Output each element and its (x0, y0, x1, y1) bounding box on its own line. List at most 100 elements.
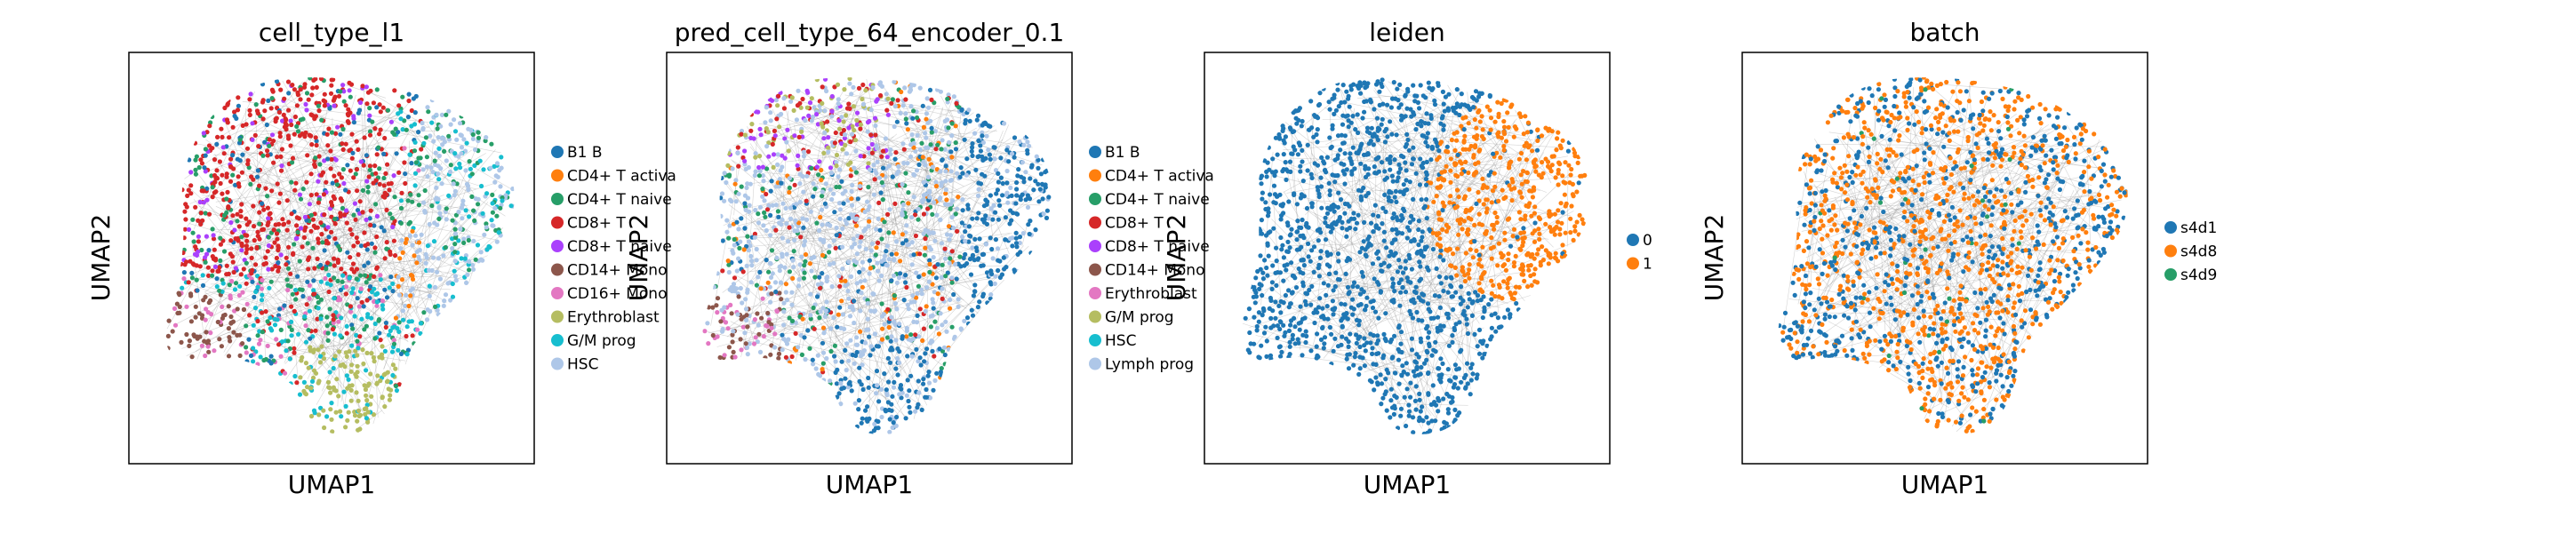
cell-point (448, 122, 453, 127)
graph-edge (367, 132, 468, 233)
cell-point (783, 282, 788, 287)
cell-point (205, 265, 211, 270)
cell-point (396, 320, 402, 325)
cell-point (372, 286, 377, 291)
cell-point (377, 330, 382, 336)
cell-point (199, 247, 204, 253)
legend-label: Erythroblast (567, 309, 660, 327)
cell-point (237, 353, 243, 358)
cell-point (1468, 392, 1473, 397)
cell-point (218, 242, 223, 247)
cell-point (865, 300, 870, 306)
cell-point (889, 278, 894, 283)
cell-point (769, 179, 774, 184)
cell-point (363, 273, 368, 278)
cell-point (928, 142, 933, 147)
cell-point (383, 320, 388, 326)
cell-point (377, 102, 382, 107)
cell-point (250, 137, 255, 142)
cell-point (347, 88, 352, 93)
cell-point (764, 144, 770, 149)
cell-point (231, 269, 236, 275)
cell-point (399, 190, 404, 195)
cell-point (881, 312, 886, 317)
cell-point (365, 184, 371, 190)
cell-point (433, 150, 438, 155)
graph-edge (764, 99, 904, 131)
cell-point (350, 261, 356, 266)
cell-point (239, 170, 244, 175)
cell-point (726, 150, 732, 156)
graph-edge (733, 98, 883, 147)
cell-point (847, 81, 852, 86)
cell-point (227, 135, 232, 140)
cell-point (1043, 170, 1048, 175)
cell-point (236, 292, 242, 298)
cell-point (179, 261, 184, 266)
cell-point (864, 327, 869, 332)
graph-edge (844, 294, 924, 314)
cell-point (754, 282, 759, 288)
cell-point (996, 217, 1001, 222)
cell-point (383, 171, 388, 176)
cell-point (828, 187, 833, 192)
cell-point (989, 246, 995, 252)
cell-point (914, 270, 919, 275)
cell-point (344, 284, 349, 290)
cell-point (448, 163, 453, 168)
cell-point (1264, 265, 1269, 271)
graph-edge (795, 291, 881, 379)
cell-point (946, 346, 951, 352)
cell-point (354, 276, 359, 282)
cell-point (344, 330, 349, 336)
cell-point (308, 386, 314, 391)
graph-edge (377, 320, 401, 362)
cell-point (831, 315, 836, 321)
graph-edge (802, 235, 820, 247)
cell-point (300, 293, 306, 299)
cell-point (263, 186, 268, 191)
cell-point (1282, 140, 1287, 146)
graph-edge (745, 149, 829, 290)
legend-marker (551, 193, 564, 205)
cell-point (456, 209, 461, 215)
cell-point (382, 287, 388, 292)
cell-point (814, 164, 820, 170)
cell-point (238, 209, 244, 214)
cell-point (1335, 251, 1341, 257)
legend-item: HSC (551, 356, 598, 374)
cell-point (416, 168, 421, 173)
cell-point (988, 156, 993, 162)
cell-point (340, 279, 345, 284)
cell-point (1388, 415, 1393, 420)
cell-point (922, 252, 927, 258)
cell-point (906, 201, 911, 206)
cell-point (273, 119, 278, 124)
graph-edge (214, 154, 252, 219)
cell-point (201, 200, 206, 205)
cell-point (889, 334, 894, 339)
cell-point (931, 300, 936, 306)
cell-point (935, 262, 940, 267)
cell-point (869, 150, 875, 155)
cell-point (197, 199, 203, 205)
cell-point (294, 235, 300, 241)
cell-point (1380, 84, 1385, 90)
cell-point (220, 281, 226, 286)
cell-point (380, 352, 385, 357)
cell-point (930, 297, 935, 302)
cell-point (390, 224, 396, 230)
cell-point (179, 339, 184, 345)
cell-point (381, 175, 387, 181)
cell-point (218, 180, 223, 187)
cell-point (952, 336, 957, 341)
cell-point (833, 370, 838, 375)
cell-point (1491, 222, 1496, 228)
cell-point (1269, 280, 1275, 285)
cell-point (332, 256, 337, 261)
cell-point (335, 259, 340, 266)
cell-point (1401, 182, 1406, 187)
cell-point (934, 325, 940, 330)
cell-point (846, 216, 852, 221)
cell-point (244, 146, 251, 151)
